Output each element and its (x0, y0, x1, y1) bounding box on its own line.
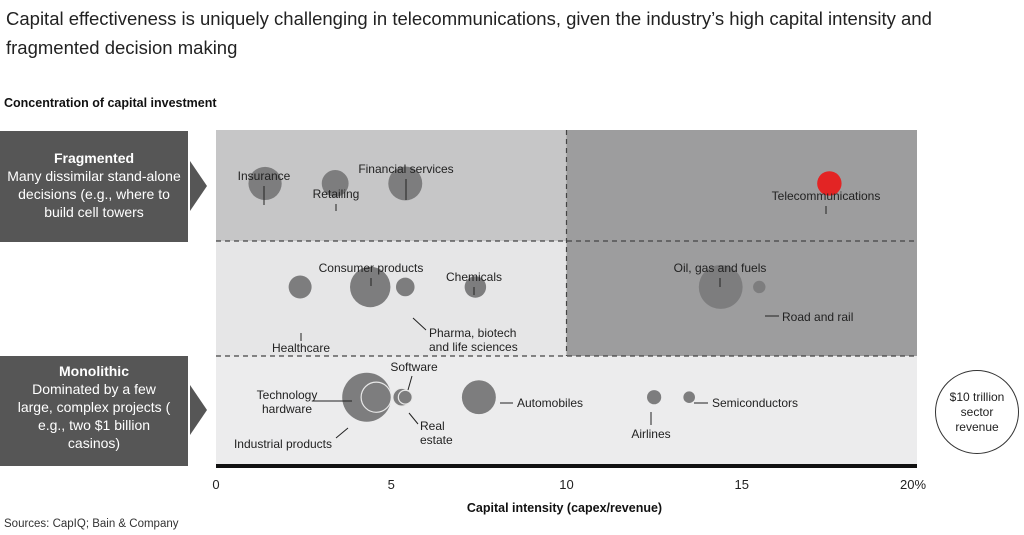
label-real-estate: Real estate (420, 419, 453, 447)
y-axis-title: Concentration of capital investment (4, 96, 217, 110)
leader-industrial-products (335, 427, 349, 439)
monolithic-description: Dominated by a few large, complex projec… (17, 381, 171, 451)
x-tick-label: 20% (900, 477, 926, 492)
bubble-real-estate (397, 389, 413, 405)
label-chemicals: Chemicals (446, 270, 502, 284)
x-tick-label: 0 (212, 477, 219, 492)
label-automobiles: Automobiles (517, 396, 583, 410)
leader-real-estate (408, 412, 419, 425)
bubble-chemicals (464, 276, 487, 298)
label-software: Software (390, 360, 438, 374)
x-tick-label: 5 (388, 477, 395, 492)
label-healthcare: Healthcare (272, 341, 330, 355)
monolithic-heading: Monolithic (59, 363, 129, 379)
label-consumer-products: Consumer products (319, 261, 424, 275)
band-monolithic (216, 356, 917, 464)
monolithic-category-box: Monolithic Dominated by a few large, com… (0, 356, 188, 466)
fragmented-heading: Fragmented (53, 150, 135, 166)
label-semiconductors: Semiconductors (712, 396, 798, 410)
leader-software (407, 375, 413, 391)
label-financial-services: Financial services (358, 162, 453, 176)
bubble-insurance (248, 166, 282, 201)
bubble-telecommunications (817, 171, 842, 196)
bubble-size-legend-text: $10 trillion sector revenue (949, 389, 1005, 434)
label-oil-gas-and-fuels: Oil, gas and fuels (674, 261, 767, 275)
bubble-retailing (321, 170, 349, 197)
x-tick-label: 10 (559, 477, 573, 492)
bubble-road-and-rail (753, 280, 766, 294)
quadrant-high-intensity (566, 130, 917, 356)
bubble-semiconductors (683, 391, 695, 403)
label-insurance: Insurance (238, 169, 291, 183)
x-tick-label: 15 (735, 477, 749, 492)
leader-pharma-biotech-and-life-sciences (412, 317, 427, 331)
label-telecommunications: Telecommunications (772, 189, 881, 203)
label-pharma-biotech-and-life-sciences: Pharma, biotech and life sciences (429, 326, 518, 354)
monolithic-arrow-icon (190, 385, 207, 435)
fragmented-category-box: Fragmented Many dissimilar stand-alone d… (0, 131, 188, 242)
label-retailing: Retailing (313, 187, 360, 201)
chart-title: Capital effectiveness is uniquely challe… (6, 8, 932, 58)
bubble-airlines (647, 390, 662, 405)
label-airlines: Airlines (631, 427, 670, 441)
bubble-financial-services (388, 166, 423, 201)
fragmented-arrow-icon (190, 161, 207, 211)
label-technology-hardware: Technology hardware (257, 388, 318, 416)
bubble-pharma-biotech-and-life-sciences (395, 277, 415, 297)
bubble-oil-gas-and-fuels (698, 265, 743, 309)
fragmented-description: Many dissimilar stand-alone decisions (e… (7, 168, 181, 220)
bubble-consumer-products (350, 266, 391, 308)
label-road-and-rail: Road and rail (782, 310, 853, 324)
x-axis-line (216, 464, 917, 468)
bubble-technology-hardware (360, 381, 392, 413)
bubble-automobiles (461, 380, 496, 415)
x-axis-title: Capital intensity (capex/revenue) (467, 501, 662, 515)
label-industrial-products: Industrial products (234, 437, 332, 451)
bubble-healthcare (288, 275, 312, 299)
bubble-size-legend: $10 trillion sector revenue (935, 370, 1019, 454)
source-note: Sources: CapIQ; Bain & Company (4, 518, 179, 530)
